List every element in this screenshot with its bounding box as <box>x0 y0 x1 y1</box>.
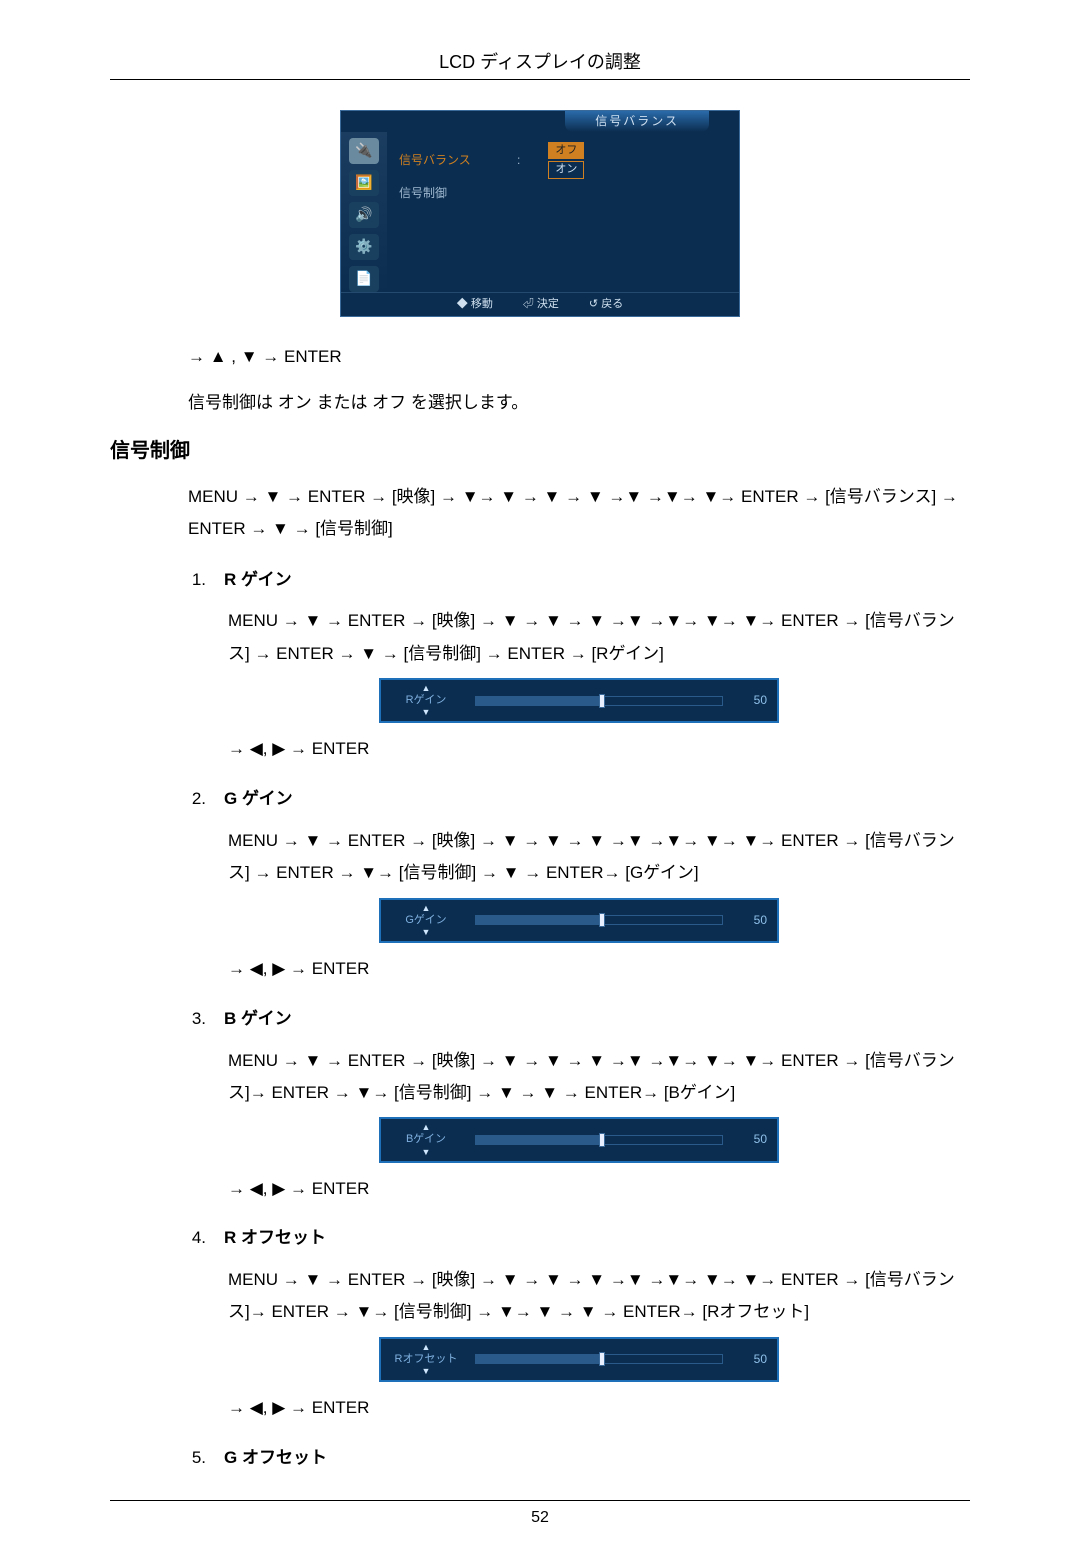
item-path: MENU → ▼ → ENTER → [映像] → ▼ → ▼ → ▼ →▼ →… <box>228 605 970 670</box>
slider-figure: ▲Rゲイン▼ 50 <box>379 678 779 723</box>
slider-label: Rゲイン <box>391 693 461 708</box>
setup-icon: ⚙️ <box>349 234 379 260</box>
slider-figure: ▲Bゲイン▼ 50 <box>379 1117 779 1162</box>
item-after-sequence: → ◀, ▶ → ENTER <box>228 1396 970 1420</box>
page-header: LCD ディスプレイの調整 <box>110 50 970 80</box>
osd-option-on: オン <box>548 161 584 178</box>
sound-icon: 🔊 <box>349 202 379 228</box>
osd-footer: ◆ 移動 ⏎ 決定 ↺ 戻る <box>341 292 739 316</box>
up-tick-icon: ▲ <box>391 904 461 913</box>
osd-footer-move: ◆ 移動 <box>457 297 493 312</box>
item-number: 1. <box>188 568 206 592</box>
slider-figure: ▲Rオフセット▼ 50 <box>379 1337 779 1382</box>
item-after-sequence: → ◀, ▶ → ENTER <box>228 737 970 761</box>
item-title: R オフセット <box>224 1226 326 1250</box>
slider-label: Rオフセット <box>391 1352 461 1367</box>
adjustment-item: 5. G オフセット <box>188 1446 970 1470</box>
item-title: R ゲイン <box>224 568 292 592</box>
slider-label-block: ▲Rオフセット▼ <box>391 1343 461 1376</box>
adjustment-item: 3. B ゲイン MENU → ▼ → ENTER → [映像] → ▼ → ▼ →… <box>188 1007 970 1201</box>
osd-footer-return: ↺ 戻る <box>589 297 623 312</box>
slider-value: 50 <box>737 912 767 929</box>
osd-option-off: オフ <box>548 142 584 159</box>
slider-label-block: ▲Rゲイン▼ <box>391 684 461 717</box>
section-path: MENU → ▼ → ENTER → [映像] → ▼→ ▼ → ▼ → ▼ →… <box>188 481 970 546</box>
item-number: 4. <box>188 1226 206 1250</box>
slider-thumb <box>599 694 605 708</box>
osd-item-signal-control: 信号制御 <box>399 185 489 202</box>
picture-icon: 🖼️ <box>349 170 379 196</box>
slider-label: Gゲイン <box>391 913 461 928</box>
input-icon: 🔌 <box>349 138 379 164</box>
slider-figure: ▲Gゲイン▼ 50 <box>379 898 779 943</box>
item-title: G ゲイン <box>224 787 293 811</box>
page-number: 52 <box>110 1500 970 1529</box>
adjustment-item: 2. G ゲイン MENU → ▼ → ENTER → [映像] → ▼ → ▼ →… <box>188 787 970 981</box>
slider-value: 50 <box>737 1351 767 1368</box>
slider-thumb <box>599 913 605 927</box>
item-title: B ゲイン <box>224 1007 292 1031</box>
slider-label: Bゲイン <box>391 1132 461 1147</box>
osd-title: 信号バランス <box>565 111 709 132</box>
slider-track <box>475 1135 723 1145</box>
item-title: G オフセット <box>224 1446 327 1470</box>
adjustment-items-list: 1. R ゲイン MENU → ▼ → ENTER → [映像] → ▼ → ▼ →… <box>188 568 970 1470</box>
down-tick-icon: ▼ <box>391 708 461 717</box>
up-tick-icon: ▲ <box>391 684 461 693</box>
slider-thumb <box>599 1133 605 1147</box>
intro-nav-sequence: → ▲ , ▼ → ENTER <box>188 345 970 369</box>
adjustment-item: 1. R ゲイン MENU → ▼ → ENTER → [映像] → ▼ → ▼ →… <box>188 568 970 762</box>
item-number: 2. <box>188 787 206 811</box>
slider-track <box>475 1354 723 1364</box>
item-path: MENU → ▼ → ENTER → [映像] → ▼ → ▼ → ▼ →▼ →… <box>228 825 970 890</box>
slider-track <box>475 915 723 925</box>
adjustment-item: 4. R オフセット MENU → ▼ → ENTER → [映像] → ▼ → ▼… <box>188 1226 970 1420</box>
item-path: MENU → ▼ → ENTER → [映像] → ▼ → ▼ → ▼ →▼ →… <box>228 1264 970 1329</box>
osd-item-signal-balance: 信号バランス <box>399 152 489 169</box>
slider-value: 50 <box>737 1131 767 1148</box>
osd-signal-balance-figure: 信号バランス 🔌 🖼️ 🔊 ⚙️ 📄 信号バランス : オフ オン 信号制御 ◆ <box>340 110 740 317</box>
item-number: 3. <box>188 1007 206 1031</box>
down-tick-icon: ▼ <box>391 928 461 937</box>
osd-sidebar: 🔌 🖼️ 🔊 ⚙️ 📄 <box>341 132 387 292</box>
up-tick-icon: ▲ <box>391 1343 461 1352</box>
item-number: 5. <box>188 1446 206 1470</box>
intro-text: 信号制御は オン または オフ を選択します。 <box>188 391 970 415</box>
slider-label-block: ▲Gゲイン▼ <box>391 904 461 937</box>
item-after-sequence: → ◀, ▶ → ENTER <box>228 1177 970 1201</box>
up-tick-icon: ▲ <box>391 1123 461 1132</box>
section-heading-signal-control: 信号制御 <box>110 437 970 465</box>
slider-value: 50 <box>737 692 767 709</box>
multi-icon: 📄 <box>349 266 379 292</box>
slider-label-block: ▲Bゲイン▼ <box>391 1123 461 1156</box>
osd-footer-enter: ⏎ 決定 <box>523 297 559 312</box>
slider-track <box>475 696 723 706</box>
item-after-sequence: → ◀, ▶ → ENTER <box>228 957 970 981</box>
down-tick-icon: ▼ <box>391 1148 461 1157</box>
slider-thumb <box>599 1352 605 1366</box>
down-tick-icon: ▼ <box>391 1367 461 1376</box>
item-path: MENU → ▼ → ENTER → [映像] → ▼ → ▼ → ▼ →▼ →… <box>228 1045 970 1110</box>
